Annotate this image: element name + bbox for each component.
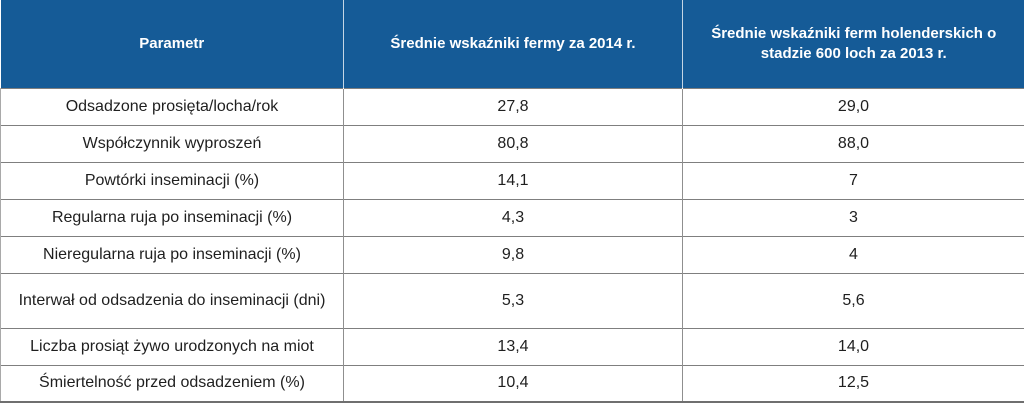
dutch-2013-cell: 3	[682, 198, 1024, 236]
table-row: Śmiertelność przed odsadzeniem (%) 10,4 …	[0, 364, 1024, 403]
param-cell: Regularna ruja po inseminacji (%)	[0, 198, 344, 236]
farm-2014-cell: 14,1	[343, 161, 683, 199]
table-row: Nieregularna ruja po inseminacji (%) 9,8…	[0, 235, 1024, 273]
farm-2014-cell: 4,3	[343, 198, 683, 236]
dutch-2013-cell: 88,0	[682, 124, 1024, 162]
farm-2014-cell: 9,8	[343, 235, 683, 273]
column-header-farm-2014: Średnie wskaźniki fermy za 2014 r.	[343, 0, 683, 88]
param-cell: Śmiertelność przed odsadzeniem (%)	[0, 364, 344, 403]
table-row: Powtórki inseminacji (%) 14,1 7	[0, 161, 1024, 199]
farm-2014-cell: 27,8	[343, 87, 683, 125]
dutch-2013-cell: 7	[682, 161, 1024, 199]
param-cell: Interwał od odsadzenia do inseminacji (d…	[0, 272, 344, 328]
column-header-dutch-2013: Średnie wskaźniki ferm holenderskich o s…	[682, 0, 1024, 88]
farm-2014-cell: 5,3	[343, 272, 683, 328]
dutch-2013-cell: 12,5	[682, 364, 1024, 403]
table-body: Odsadzone prosięta/locha/rok 27,8 29,0 W…	[0, 87, 1024, 403]
farm-2014-cell: 10,4	[343, 364, 683, 403]
dutch-2013-cell: 5,6	[682, 272, 1024, 328]
dutch-2013-cell: 4	[682, 235, 1024, 273]
param-cell: Powtórki inseminacji (%)	[0, 161, 344, 199]
column-header-parametr: Parametr	[0, 0, 344, 88]
param-cell: Nieregularna ruja po inseminacji (%)	[0, 235, 344, 273]
param-cell: Współczynnik wyproszeń	[0, 124, 344, 162]
param-cell: Liczba prosiąt żywo urodzonych na miot	[0, 327, 344, 365]
table-row: Odsadzone prosięta/locha/rok 27,8 29,0	[0, 87, 1024, 125]
dutch-2013-cell: 29,0	[682, 87, 1024, 125]
table-row: Regularna ruja po inseminacji (%) 4,3 3	[0, 198, 1024, 236]
table-row: Liczba prosiąt żywo urodzonych na miot 1…	[0, 327, 1024, 365]
table-row: Interwał od odsadzenia do inseminacji (d…	[0, 272, 1024, 328]
farm-2014-cell: 13,4	[343, 327, 683, 365]
header-row: Parametr Średnie wskaźniki fermy za 2014…	[0, 0, 1024, 88]
dutch-2013-cell: 14,0	[682, 327, 1024, 365]
table-header: Parametr Średnie wskaźniki fermy za 2014…	[0, 0, 1024, 88]
table-row: Współczynnik wyproszeń 80,8 88,0	[0, 124, 1024, 162]
farm-2014-cell: 80,8	[343, 124, 683, 162]
param-cell: Odsadzone prosięta/locha/rok	[0, 87, 344, 125]
